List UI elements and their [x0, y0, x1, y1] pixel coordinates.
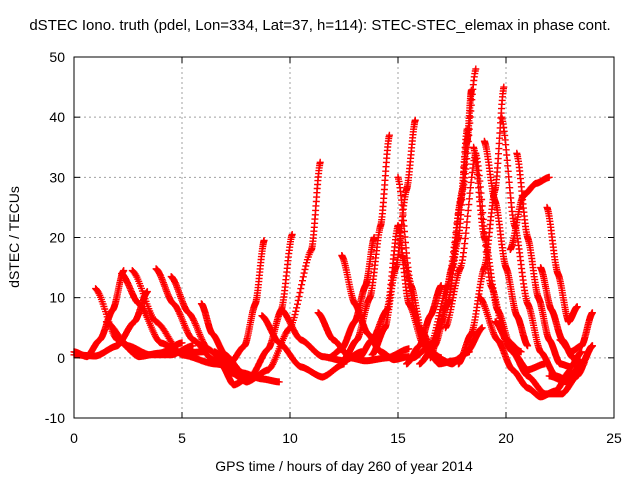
series-arc-38 — [506, 173, 553, 253]
x-axis-label: GPS time / hours of day 260 of year 2014 — [215, 458, 473, 474]
series-arc-36 — [556, 309, 596, 356]
x-tick-label: 5 — [178, 430, 186, 446]
x-tick-label: 25 — [606, 430, 622, 446]
marker-group — [556, 309, 596, 356]
y-tick-label: 20 — [49, 230, 65, 246]
marker-group — [513, 149, 586, 371]
series-arc-25 — [426, 86, 475, 362]
marker-group — [403, 282, 445, 368]
series-arc-37 — [545, 342, 596, 386]
axis-ticks: 0 5 10 15 20 25 -10 0 10 20 30 40 50 — [45, 49, 622, 446]
marker-group — [314, 309, 413, 365]
x-tick-label: 15 — [390, 430, 406, 446]
series-arc-18 — [340, 131, 393, 363]
marker-group — [506, 173, 553, 253]
x-tick-label: 0 — [70, 430, 78, 446]
y-tick-label: 40 — [49, 109, 65, 125]
data-marks — [70, 65, 596, 401]
series-arc-15 — [314, 309, 413, 365]
series-arc-13 — [258, 312, 348, 381]
x-tick-label: 10 — [282, 430, 298, 446]
marker-group — [426, 86, 475, 362]
series-arc-04 — [102, 318, 197, 359]
y-tick-label: 0 — [57, 350, 65, 366]
marker-group — [102, 318, 197, 359]
y-tick-label: 10 — [49, 290, 65, 306]
y-axis-label: dSTEC / TECUs — [6, 186, 22, 288]
series-arc-35 — [543, 203, 581, 326]
x-tick-label: 20 — [498, 430, 514, 446]
series-arc-12 — [221, 158, 324, 386]
series-arc-32 — [476, 294, 575, 401]
marker-group — [545, 342, 596, 386]
y-tick-label: -10 — [45, 410, 65, 426]
series-arc-39 — [403, 282, 445, 368]
marker-group — [258, 312, 348, 381]
marker-group — [476, 294, 575, 401]
marker-group — [543, 203, 581, 326]
marker-group — [221, 158, 324, 386]
chart-title: dSTEC Iono. truth (pdel, Lon=334, Lat=37… — [29, 17, 610, 34]
marker-group — [340, 131, 393, 363]
series-arc-31 — [513, 149, 586, 371]
y-tick-label: 50 — [49, 49, 65, 65]
y-tick-label: 30 — [49, 169, 65, 185]
